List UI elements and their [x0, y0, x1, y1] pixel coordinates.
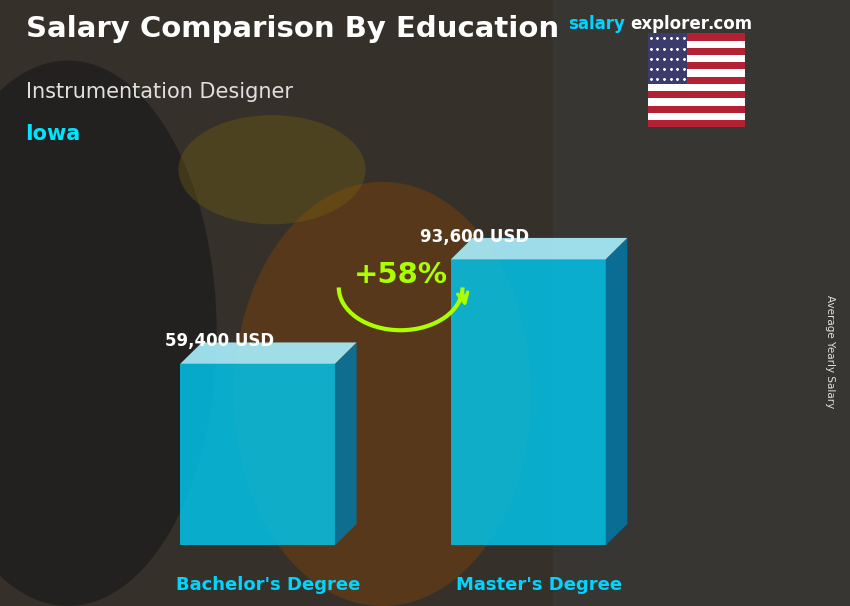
- Ellipse shape: [0, 61, 217, 606]
- Text: .com: .com: [707, 15, 752, 33]
- Bar: [648, 41, 745, 48]
- Text: +58%: +58%: [354, 261, 448, 289]
- Bar: [648, 55, 745, 62]
- Text: Bachelor's Degree: Bachelor's Degree: [176, 576, 360, 594]
- Text: 93,600 USD: 93,600 USD: [420, 228, 529, 245]
- Polygon shape: [335, 342, 356, 545]
- Bar: [648, 33, 687, 84]
- Bar: [648, 113, 745, 120]
- Polygon shape: [605, 238, 627, 545]
- Bar: [648, 91, 745, 98]
- Bar: [450, 259, 605, 545]
- Bar: [648, 105, 745, 113]
- Bar: [648, 77, 745, 84]
- Text: Master's Degree: Master's Degree: [456, 576, 622, 594]
- Text: Salary Comparison By Education: Salary Comparison By Education: [26, 15, 558, 43]
- Bar: [648, 33, 745, 41]
- Bar: [648, 98, 745, 105]
- Bar: [648, 62, 745, 70]
- Text: Iowa: Iowa: [26, 124, 81, 144]
- Ellipse shape: [234, 182, 531, 606]
- Polygon shape: [450, 238, 627, 259]
- Polygon shape: [180, 342, 356, 364]
- Ellipse shape: [178, 115, 366, 224]
- Text: Average Yearly Salary: Average Yearly Salary: [824, 295, 835, 408]
- Bar: [648, 120, 745, 127]
- Text: explorer: explorer: [631, 15, 710, 33]
- Bar: [648, 70, 745, 77]
- Text: 59,400 USD: 59,400 USD: [165, 332, 274, 350]
- Text: Instrumentation Designer: Instrumentation Designer: [26, 82, 292, 102]
- Text: salary: salary: [568, 15, 625, 33]
- Bar: [552, 0, 850, 606]
- Bar: [648, 84, 745, 91]
- Bar: [648, 48, 745, 55]
- Bar: [180, 364, 335, 545]
